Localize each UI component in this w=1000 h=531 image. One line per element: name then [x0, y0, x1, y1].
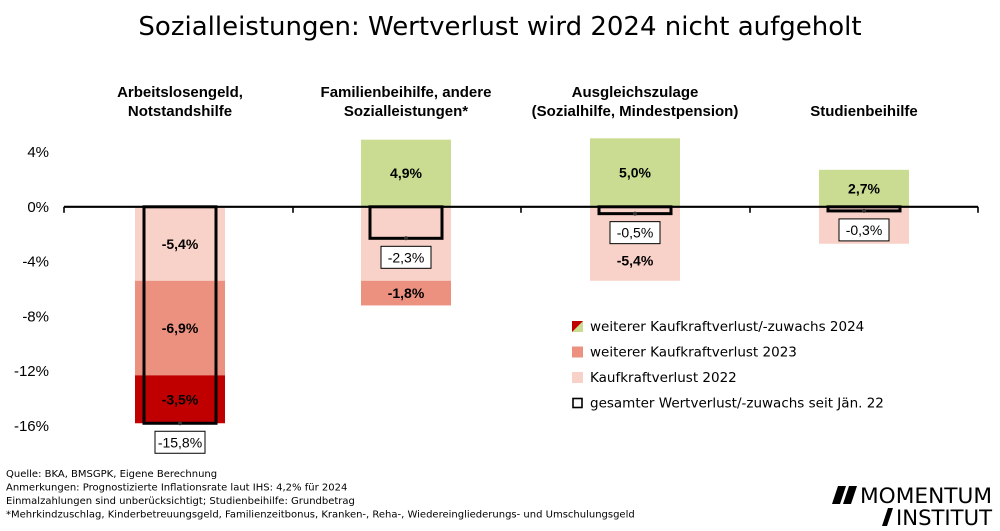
logo-text-momentum: MOMENTUM [860, 484, 992, 508]
logo-mark-icon [832, 486, 857, 504]
total-label-box [838, 218, 890, 242]
category-label: Ausgleichszulage [572, 84, 699, 101]
category-label: Sozialleistungen* [344, 103, 468, 120]
bar-2024 [590, 138, 680, 207]
y-tick-label: -16% [14, 418, 49, 435]
bar-2024 [135, 375, 225, 424]
data-label: -5,4% [617, 253, 654, 269]
bar-2022 [361, 206, 451, 281]
bar-2024 [361, 139, 451, 207]
total-label: -0,3% [846, 222, 883, 238]
data-label: -3,5% [162, 391, 199, 407]
legend-label-2023: weiterer Kaufkraftverlust 2023 [590, 345, 797, 361]
total-label-box [380, 245, 432, 269]
category-label: Arbeitslosengeld, [117, 84, 243, 101]
footnote: Anmerkungen: Prognostizierte Inflationsr… [6, 483, 347, 494]
footnote: Quelle: BKA, BMSGPK, Eigene Berechnung [6, 469, 217, 480]
data-label: -1,8% [388, 285, 425, 301]
legend: weiterer Kaufkraftverlust/-zuwachs 2024 w… [572, 319, 884, 412]
data-label: 2,7% [848, 180, 880, 196]
total-label-box [609, 221, 661, 245]
bar-2022 [135, 206, 225, 281]
footnote: *Mehrkindzuschlag, Kinderbetreuungsgeld,… [6, 510, 635, 521]
bar-2023 [361, 280, 451, 306]
data-label: 4,9% [390, 165, 422, 181]
category-labels: Arbeitslosengeld, Notstandshilfe Familienb… [117, 84, 918, 120]
y-axis-tick-labels: 4% 0% -4% -8% -12% -16% [14, 144, 49, 435]
data-label: -6,9% [162, 320, 199, 336]
legend-label-total: gesamter Wertverlust/-zuwachs seit Jän. … [590, 396, 884, 412]
legend-swatch-2023 [572, 346, 583, 358]
data-label: 5,0% [619, 165, 651, 181]
total-label: -0,5% [617, 225, 654, 241]
bars: -5,4% -6,9% -3,5% -1,8% 4,9% -5,4% 5,0% 2,7% [135, 138, 909, 424]
data-label: -5,4% [162, 236, 199, 252]
momentum-logo: MOMENTUM INSTITUT [832, 484, 992, 530]
category-label: Studienbeihilfe [810, 103, 918, 120]
logo-slash-icon [882, 508, 893, 526]
y-tick-label: 4% [27, 144, 49, 161]
legend-label-2022: Kaufkraftverlust 2022 [590, 370, 737, 386]
y-tick-label: -4% [22, 254, 49, 271]
total-marker [633, 211, 637, 216]
y-tick-label: -8% [22, 308, 49, 325]
category-label: (Sozialhilfe, Mindestpension) [532, 103, 739, 120]
footnote: Einmalzahlungen sind unberücksichtigt; S… [6, 496, 355, 507]
y-tick-label: -12% [14, 363, 49, 380]
total-marker [404, 236, 408, 241]
total-label: -15,8% [158, 434, 202, 450]
y-tick-label: 0% [27, 199, 49, 216]
legend-label-2024: weiterer Kaufkraftverlust/-zuwachs 2024 [590, 319, 864, 335]
legend-swatch-2024-negative [572, 321, 583, 332]
logo-text-institut: INSTITUT [896, 506, 992, 530]
total-label-box [154, 430, 206, 454]
category-label: Notstandshilfe [128, 103, 232, 120]
legend-swatch-total [572, 397, 583, 409]
bar-2023 [135, 280, 225, 376]
total-marker [178, 421, 182, 426]
total-marker [862, 208, 866, 213]
chart-title: Sozialleistungen: Wertverlust wird 2024 … [138, 12, 861, 42]
bar-2024 [819, 169, 909, 207]
category-label: Familienbeihilfe, andere [321, 84, 492, 101]
total-markers: -15,8% -2,3% -0,5% -0,3% [142, 205, 902, 454]
total-label: -2,3% [388, 249, 425, 265]
source-notes: Quelle: BKA, BMSGPK, Eigene Berechnung An… [6, 469, 635, 521]
legend-swatch-2022 [572, 372, 583, 383]
